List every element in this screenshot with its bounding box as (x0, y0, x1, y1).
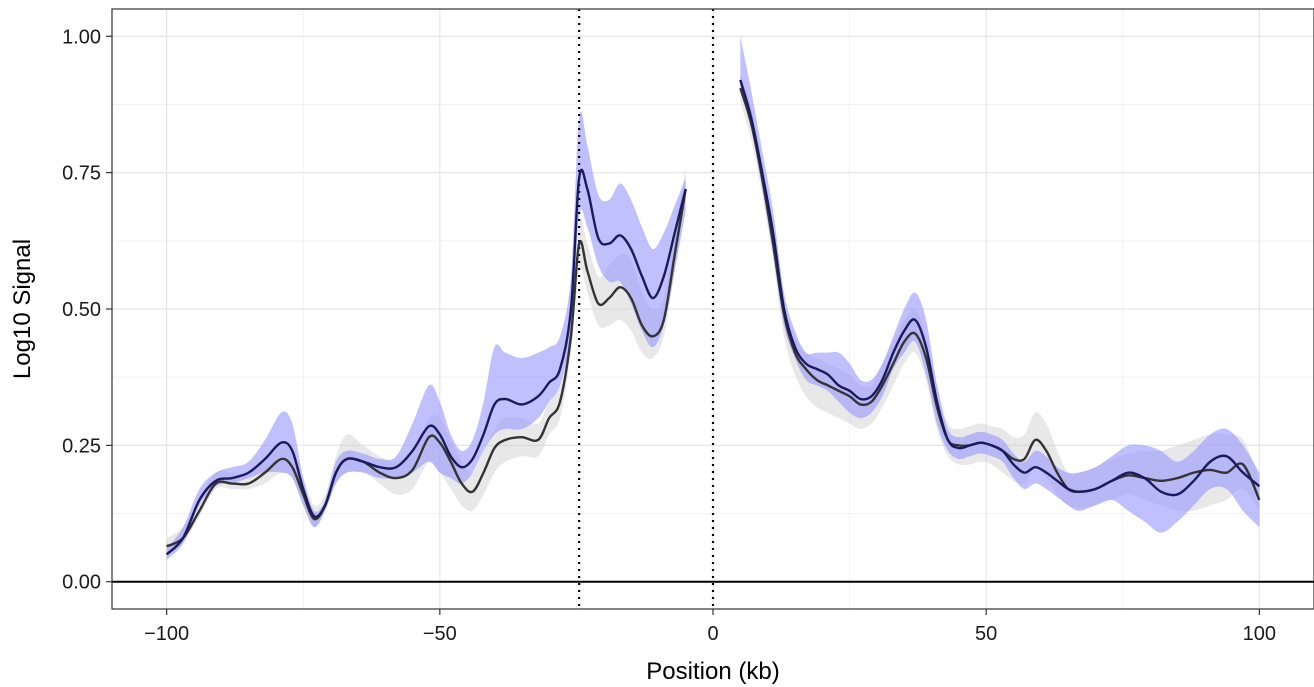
confidence-band (166, 111, 686, 560)
y-axis-title: Log10 Signal (9, 239, 36, 379)
y-tick-label: 0.50 (62, 299, 101, 321)
y-axis-ticks: 0.00 0.25 0.50 0.75 1.00 (62, 26, 112, 594)
x-axis-title: Position (kb) (646, 658, 779, 685)
confidence-band (740, 36, 1260, 533)
y-tick-label: 1.00 (62, 26, 101, 48)
x-axis-ticks: −100 −50 0 50 100 (144, 609, 1276, 645)
series-line (166, 188, 687, 548)
series-line (165, 168, 687, 556)
y-tick-label: 0.75 (62, 163, 101, 185)
x-tick-label: 100 (1243, 623, 1276, 645)
series-line (739, 79, 1261, 497)
x-tick-label: −50 (423, 623, 457, 645)
y-tick-label: 0.00 (62, 572, 101, 594)
reference-lines (112, 9, 1314, 609)
series-lines (165, 79, 1261, 556)
x-tick-label: 50 (975, 623, 997, 645)
y-tick-label: 0.25 (62, 435, 101, 457)
x-tick-label: −100 (144, 623, 189, 645)
x-tick-label: 0 (707, 623, 718, 645)
